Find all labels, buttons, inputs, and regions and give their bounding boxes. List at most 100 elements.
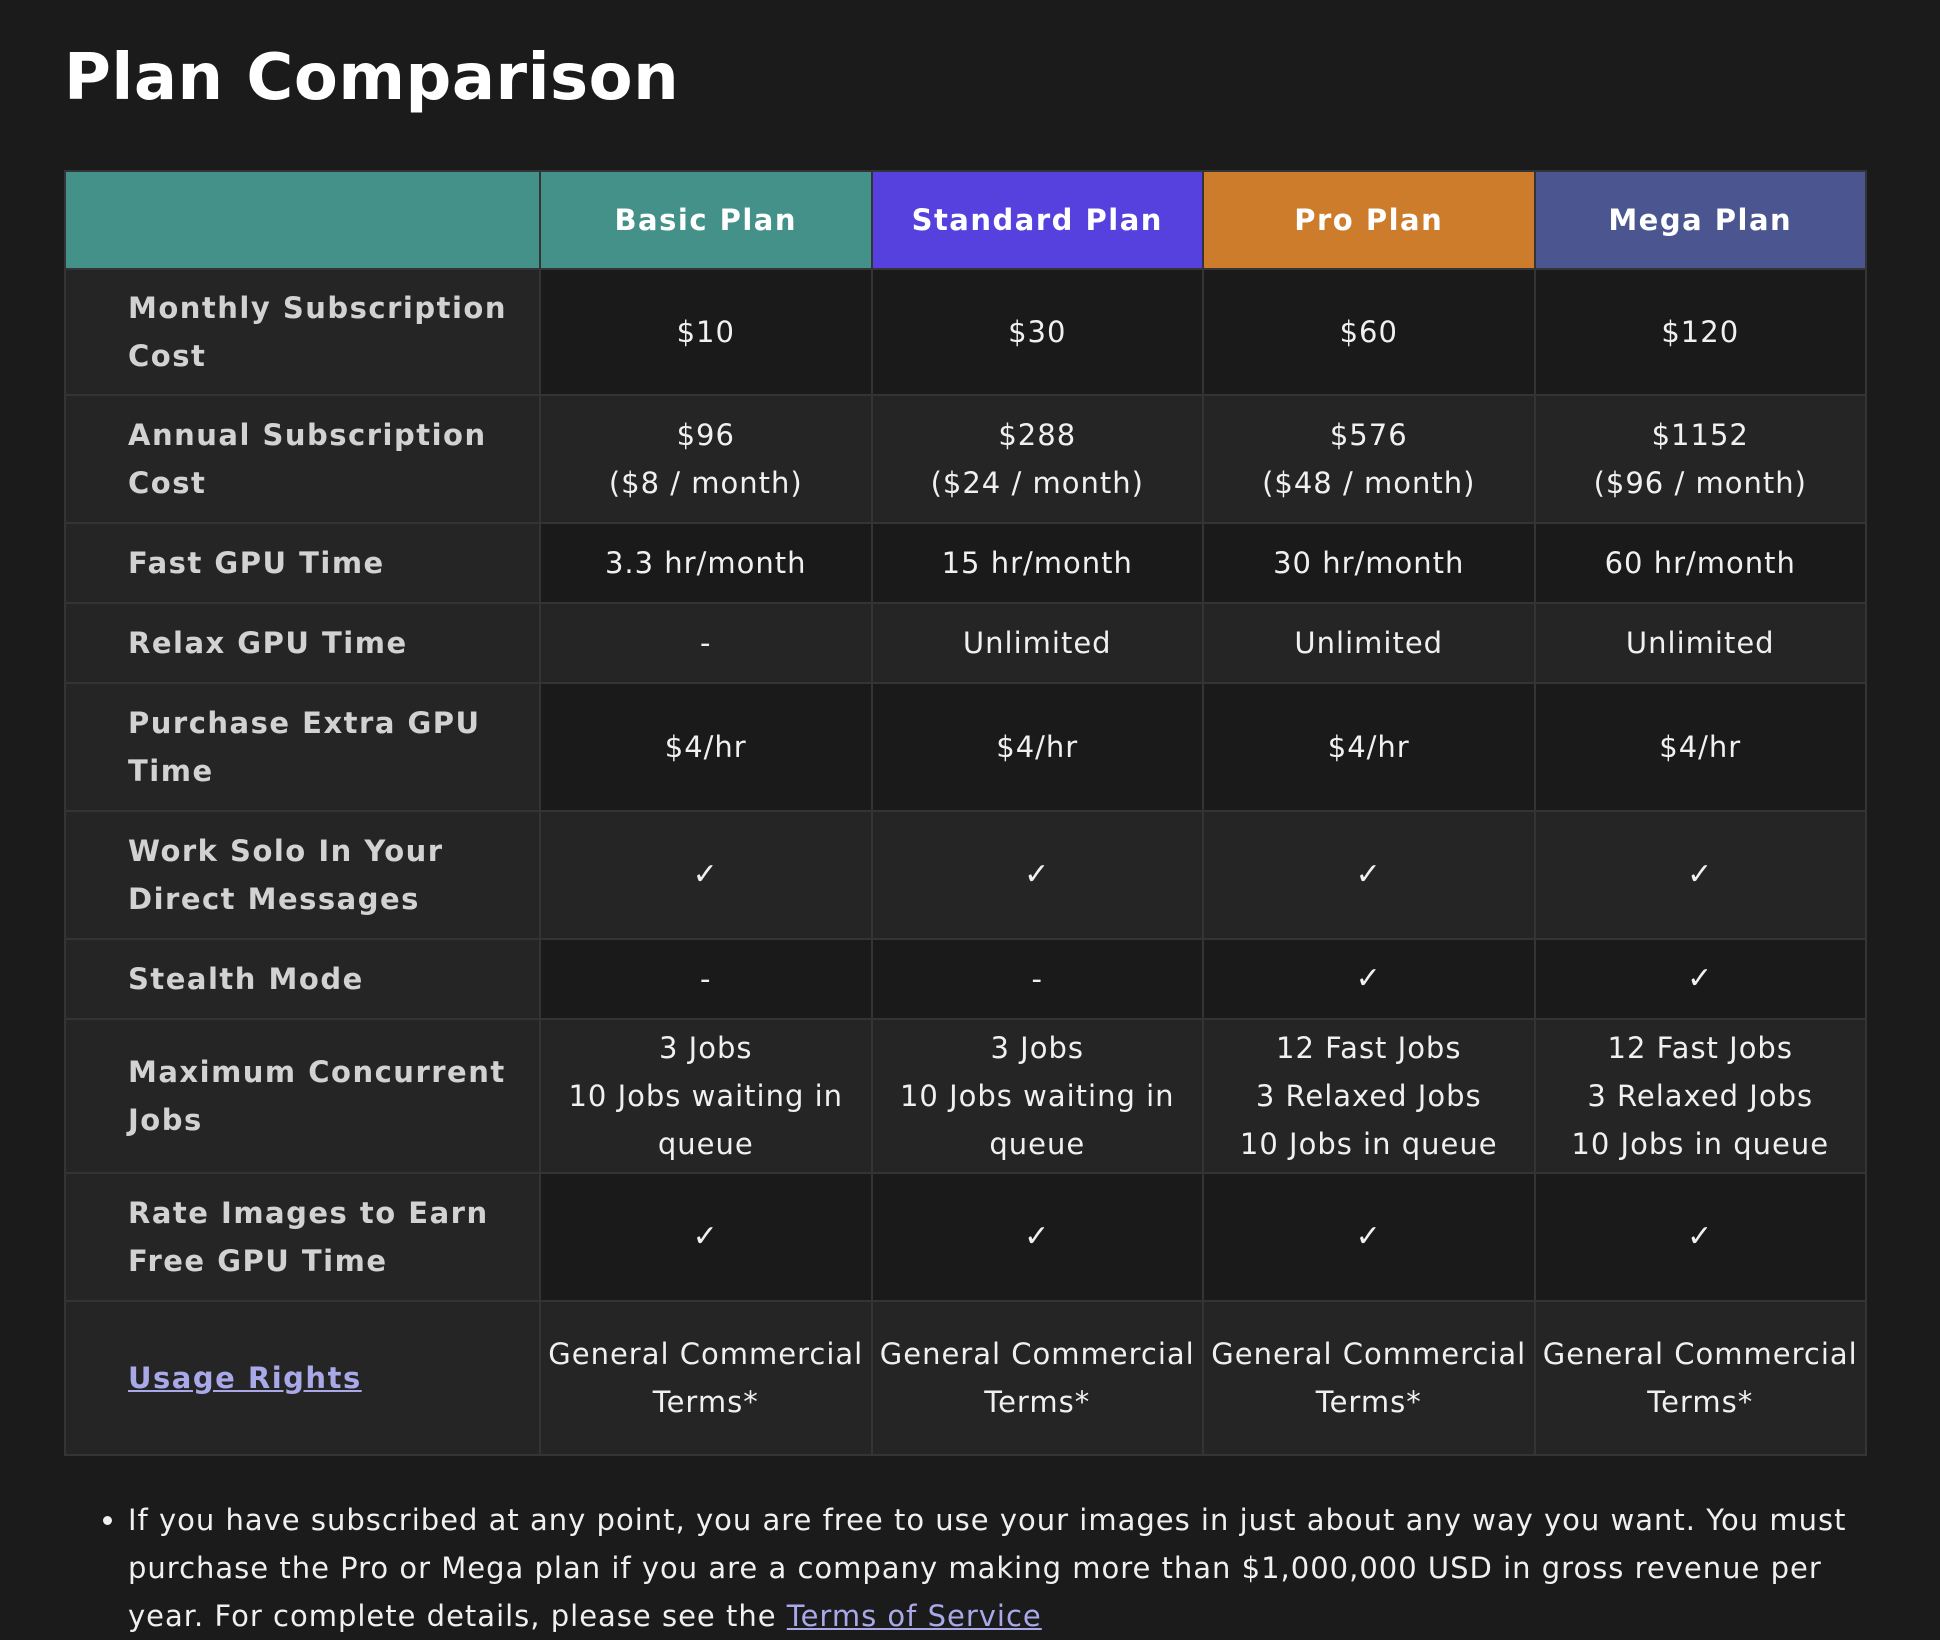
check-icon: ✓ (1687, 857, 1714, 892)
cell-standard: Unlimited (870, 602, 1204, 684)
cell-pro: ✓ (1202, 938, 1536, 1020)
table-row: Monthly Subscription Cost $10 $30 $60 $120 (64, 268, 1867, 396)
check-icon: ✓ (1355, 1219, 1382, 1254)
check-icon: ✓ (692, 857, 719, 892)
cell-standard: General Commercial Terms* (870, 1300, 1204, 1456)
cell-value: 3 Relaxed Jobs (1255, 1079, 1482, 1113)
feature-label-text: Rate Images to Earn Free GPU Time (128, 1196, 489, 1278)
cell-value: 12 Fast Jobs (1607, 1031, 1793, 1065)
cell-value: $4/hr (1327, 730, 1410, 764)
feature-label-text: Maximum Concurrent Jobs (128, 1055, 506, 1137)
cell-mega: ✓ (1533, 810, 1867, 940)
cell-value: Unlimited (1294, 626, 1444, 660)
cell-value: ($8 / month) (608, 466, 803, 500)
cell-value: $4/hr (996, 730, 1079, 764)
cell-value: 10 Jobs waiting in queue (568, 1079, 844, 1161)
cell-pro: ✓ (1202, 810, 1536, 940)
feature-label: Monthly Subscription Cost (64, 268, 541, 396)
cell-pro: ✓ (1202, 1172, 1536, 1302)
table-row: Usage Rights General Commercial Terms* Gen… (64, 1300, 1867, 1456)
feature-label-text: Work Solo In Your Direct Messages (128, 834, 444, 916)
check-icon: ✓ (1024, 1219, 1051, 1254)
table-row: Stealth Mode - - ✓ ✓ (64, 938, 1867, 1020)
feature-label: Purchase Extra GPU Time (64, 682, 541, 812)
cell-basic: ✓ (539, 810, 873, 940)
cell-value: ($48 / month) (1262, 466, 1476, 500)
note-text: If you have subscribed at any point, you… (128, 1503, 1847, 1633)
header-basic-plan: Basic Plan (539, 170, 873, 270)
table-row: Annual Subscription Cost $96 ($8 / month) $… (64, 394, 1867, 524)
page-title: Plan Comparison (64, 41, 680, 115)
feature-label: Annual Subscription Cost (64, 394, 541, 524)
cell-mega: ✓ (1533, 938, 1867, 1020)
header-corner-cell (64, 170, 541, 270)
cell-value: 10 Jobs waiting in queue (899, 1079, 1175, 1161)
feature-label: Usage Rights (64, 1300, 541, 1456)
cell-value: - (1031, 962, 1043, 996)
cell-value: - (700, 626, 712, 660)
cell-basic: 3.3 hr/month (539, 522, 873, 604)
cell-value: $288 (998, 418, 1077, 452)
cell-standard: $4/hr (870, 682, 1204, 812)
cell-value: - (700, 962, 712, 996)
table-row: Rate Images to Earn Free GPU Time ✓ ✓ ✓ ✓ (64, 1172, 1867, 1302)
cell-basic: - (539, 602, 873, 684)
cell-pro: $60 (1202, 268, 1536, 396)
feature-label: Rate Images to Earn Free GPU Time (64, 1172, 541, 1302)
cell-pro: General Commercial Terms* (1202, 1300, 1536, 1456)
check-icon: ✓ (1687, 961, 1714, 996)
table-row: Fast GPU Time 3.3 hr/month 15 hr/month 30 h… (64, 522, 1867, 604)
check-icon: ✓ (692, 1219, 719, 1254)
usage-rights-link[interactable]: Usage Rights (128, 1361, 362, 1395)
cell-value: General Commercial Terms* (1542, 1337, 1858, 1419)
cell-basic: $96 ($8 / month) (539, 394, 873, 524)
cell-mega: 12 Fast Jobs 3 Relaxed Jobs 10 Jobs in que… (1533, 1018, 1867, 1174)
cell-mega: $4/hr (1533, 682, 1867, 812)
cell-value: 12 Fast Jobs (1276, 1031, 1462, 1065)
cell-value: 10 Jobs in queue (1239, 1127, 1498, 1161)
cell-pro: 12 Fast Jobs 3 Relaxed Jobs 10 Jobs in que… (1202, 1018, 1536, 1174)
feature-label-text: Purchase Extra GPU Time (128, 706, 481, 788)
cell-value: General Commercial Terms* (1211, 1337, 1527, 1419)
cell-basic: 3 Jobs 10 Jobs waiting in queue (539, 1018, 873, 1174)
cell-value: $4/hr (664, 730, 747, 764)
note-item: If you have subscribed at any point, you… (128, 1496, 1884, 1640)
cell-standard: ✓ (870, 810, 1204, 940)
feature-label: Work Solo In Your Direct Messages (64, 810, 541, 940)
cell-standard: 15 hr/month (870, 522, 1204, 604)
cell-value: 15 hr/month (941, 546, 1133, 580)
cell-standard: - (870, 938, 1204, 1020)
cell-basic: ✓ (539, 1172, 873, 1302)
terms-of-service-link[interactable]: Terms of Service (786, 1599, 1042, 1633)
cell-value: Unlimited (962, 626, 1112, 660)
cell-value: 3.3 hr/month (604, 546, 807, 580)
table-row: Relax GPU Time - Unlimited Unlimited Unlimit… (64, 602, 1867, 684)
cell-mega: 60 hr/month (1533, 522, 1867, 604)
cell-value: Unlimited (1625, 626, 1775, 660)
cell-basic: General Commercial Terms* (539, 1300, 873, 1456)
table-row: Work Solo In Your Direct Messages ✓ ✓ ✓ ✓ (64, 810, 1867, 940)
cell-value: General Commercial Terms* (548, 1337, 864, 1419)
notes-list: If you have subscribed at any point, you… (64, 1496, 1884, 1640)
cell-pro: $576 ($48 / month) (1202, 394, 1536, 524)
cell-value: $120 (1661, 315, 1740, 349)
feature-label: Maximum Concurrent Jobs (64, 1018, 541, 1174)
cell-mega: Unlimited (1533, 602, 1867, 684)
cell-value: $1152 (1651, 418, 1749, 452)
cell-mega: $120 (1533, 268, 1867, 396)
cell-value: $4/hr (1659, 730, 1742, 764)
feature-label-text: Annual Subscription Cost (128, 418, 487, 500)
cell-value: General Commercial Terms* (879, 1337, 1195, 1419)
feature-label-text: Relax GPU Time (128, 626, 408, 660)
check-icon: ✓ (1024, 857, 1051, 892)
cell-value: 3 Relaxed Jobs (1587, 1079, 1814, 1113)
cell-mega: General Commercial Terms* (1533, 1300, 1867, 1456)
cell-value: $60 (1339, 315, 1398, 349)
cell-pro: 30 hr/month (1202, 522, 1536, 604)
check-icon: ✓ (1687, 1219, 1714, 1254)
cell-value: 10 Jobs in queue (1571, 1127, 1830, 1161)
feature-label-text: Fast GPU Time (128, 546, 385, 580)
cell-value: 3 Jobs (990, 1031, 1084, 1065)
feature-label-text: Stealth Mode (128, 962, 364, 996)
feature-label: Stealth Mode (64, 938, 541, 1020)
